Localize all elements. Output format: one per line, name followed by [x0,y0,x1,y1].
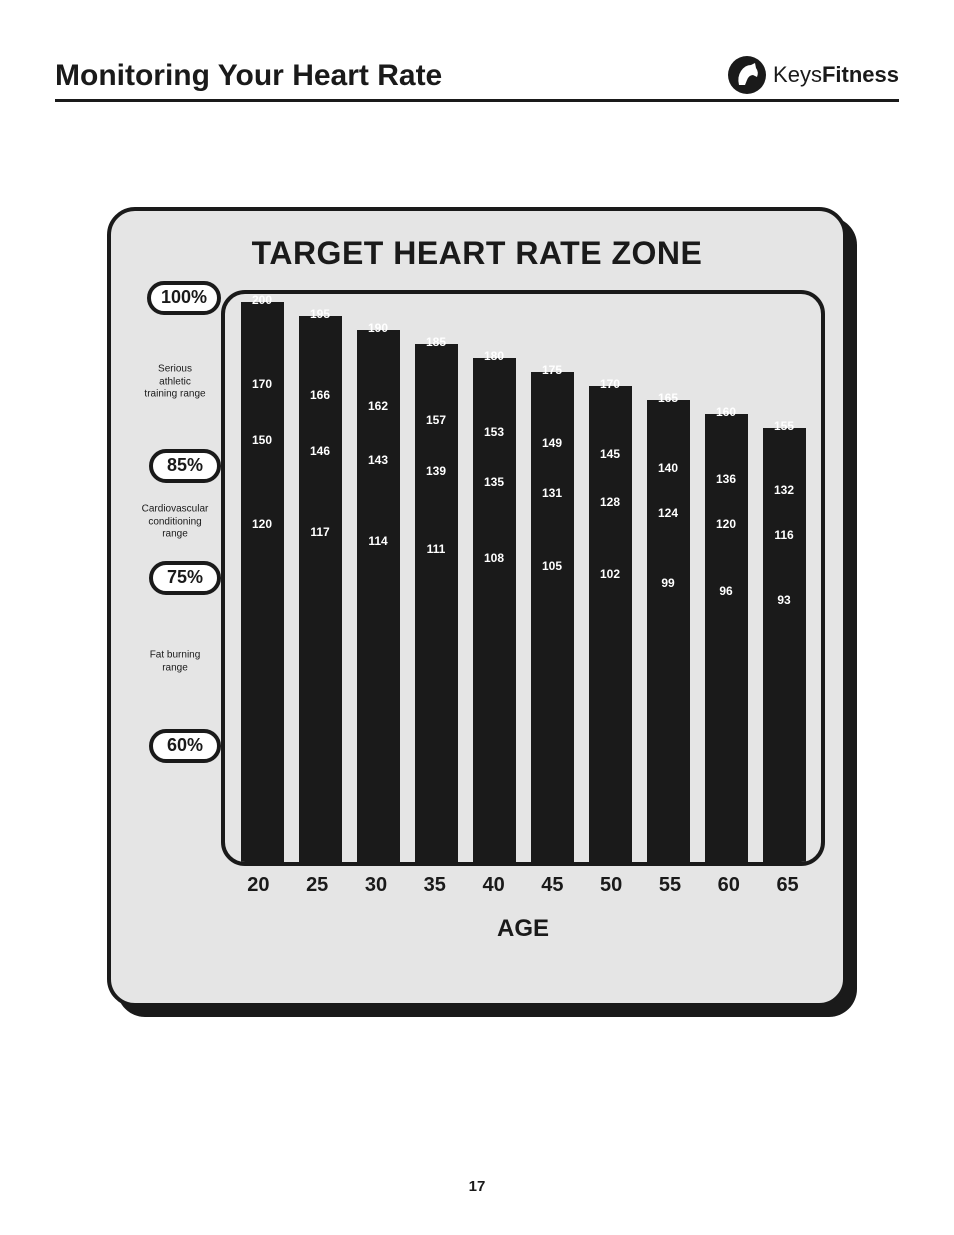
age-bar: 16013612096 [705,414,748,862]
bar-value: 143 [357,453,400,467]
bar-value: 195 [299,307,342,321]
chart-body: 100%85%75%60%Seriousathletictraining ran… [129,290,825,866]
bar-value: 114 [357,534,400,548]
brand-logo: KeysFitness [727,55,899,95]
range-label: Cardiovascularconditioningrange [131,503,219,541]
age-bar: 170145128102 [589,386,632,862]
bar-value: 140 [647,461,690,475]
bar-value: 108 [473,551,516,565]
bar-value: 117 [299,525,342,539]
x-tick: 50 [590,874,633,897]
header: Monitoring Your Heart Rate KeysFitness [55,55,899,102]
age-bar: 185157139111 [415,344,458,862]
x-tick: 20 [237,874,280,897]
bar-value: 99 [647,576,690,590]
y-axis: 100%85%75%60%Seriousathletictraining ran… [129,290,221,866]
bar-value: 111 [415,542,458,556]
bar-value: 175 [531,363,574,377]
x-tick: 25 [296,874,339,897]
age-bar: 15513211693 [763,428,806,862]
pct-pill: 75% [149,561,221,595]
bar-value: 132 [763,483,806,497]
chart-panel: TARGET HEART RATE ZONE 100% 85% 75% 60% Seri… [107,207,847,1007]
bar-value: 166 [299,388,342,402]
x-tick: 60 [707,874,750,897]
bar-value: 185 [415,335,458,349]
page-title: Monitoring Your Heart Rate [55,59,442,95]
bar-value: 105 [531,559,574,573]
brand-text: KeysFitness [773,62,899,88]
bar-value: 160 [705,405,748,419]
bar-value: 102 [589,567,632,581]
bar-value: 135 [473,475,516,489]
heart-rate-chart: TARGET HEART RATE ZONE 100% 85% 75% 60% Seri… [107,207,847,1007]
x-axis-label: AGE [129,915,825,943]
bar-value: 165 [647,391,690,405]
bar-value: 162 [357,399,400,413]
bar-value: 146 [299,444,342,458]
range-label: Fat burningrange [131,650,219,675]
bar-value: 93 [763,593,806,607]
x-tick: 30 [354,874,397,897]
x-tick: 40 [472,874,515,897]
x-tick: 35 [413,874,456,897]
bar-value: 153 [473,425,516,439]
bar-value: 120 [241,517,284,531]
bar-value: 139 [415,464,458,478]
x-tick: 45 [531,874,574,897]
x-tick: 65 [766,874,809,897]
chart-title: TARGET HEART RATE ZONE [129,235,825,272]
bar-value: 170 [241,377,284,391]
horse-head-icon [727,55,767,95]
bar-value: 155 [763,419,806,433]
range-label: Seriousathletictraining range [131,363,219,401]
pct-pill: 100% [147,281,221,315]
pct-pill: 85% [149,449,221,483]
bar-value: 190 [357,321,400,335]
bar-value: 157 [415,413,458,427]
bar-value: 180 [473,349,516,363]
bar-value: 124 [647,506,690,520]
x-ticks: 20 25 30 35 40 45 50 55 60 65 [221,874,825,897]
bar-value: 128 [589,495,632,509]
bar-value: 145 [589,447,632,461]
age-bar: 175149131105 [531,372,574,862]
bar-value: 170 [589,377,632,391]
pct-pill: 60% [149,729,221,763]
age-bar: 180153135108 [473,358,516,862]
bar-value: 96 [705,584,748,598]
age-bar: 190162143114 [357,330,400,862]
bar-value: 200 [241,293,284,307]
bar-value: 120 [705,517,748,531]
age-bar: 200170150120 [241,302,284,862]
page-number: 17 [0,1178,954,1195]
plot-area: 200 170 150 120 195 166 146 117 190 162 143 114 185 1… [221,290,825,866]
age-bar: 195166146117 [299,316,342,862]
bar-value: 131 [531,486,574,500]
age-bar: 16514012499 [647,400,690,862]
bar-value: 149 [531,436,574,450]
x-axis: 20 25 30 35 40 45 50 55 60 65 [129,874,825,897]
x-tick: 55 [648,874,691,897]
bar-value: 150 [241,433,284,447]
bar-value: 136 [705,472,748,486]
bar-value: 116 [763,528,806,542]
